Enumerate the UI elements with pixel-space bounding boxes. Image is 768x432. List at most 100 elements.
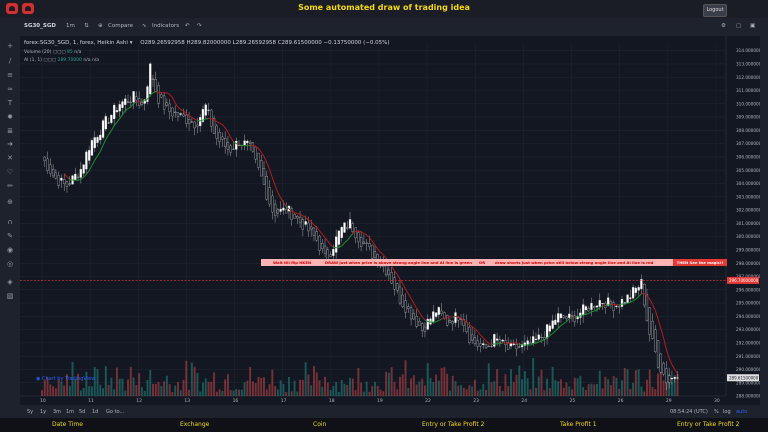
fib-icon[interactable]: ≣ <box>7 127 13 135</box>
undo-icon[interactable]: ↶ <box>185 23 190 29</box>
ai-line-segment <box>366 234 370 239</box>
crosshair-icon[interactable]: + <box>7 42 13 50</box>
snapshot-icon[interactable]: ▣ <box>750 23 756 29</box>
volume-bar <box>418 381 421 396</box>
candle <box>254 146 257 160</box>
date-tick-label: 16 <box>233 398 239 404</box>
range-5y[interactable]: 5y <box>27 409 34 415</box>
volume-bar <box>43 380 46 396</box>
settings-icon[interactable]: ⚙ <box>721 23 726 29</box>
tradingview-badge[interactable]: ◉ Chart by TradingView <box>36 376 95 382</box>
compare-button[interactable]: Compare <box>108 23 133 29</box>
bar-style-icon[interactable]: ⇅ <box>84 23 89 29</box>
symbol-search[interactable]: SG30_SGD <box>24 23 56 29</box>
interval-selector[interactable]: 1m <box>66 23 75 29</box>
ai-line-segment <box>263 156 268 163</box>
ai-line-segment <box>391 265 395 272</box>
volume-bar <box>523 371 526 396</box>
candle <box>249 141 252 144</box>
auto-toggle[interactable]: auto <box>736 409 748 415</box>
volume-bar <box>415 384 418 396</box>
chevron-down-icon[interactable]: ▾ <box>129 40 133 46</box>
ai-line-segment <box>86 170 90 175</box>
lock-icon[interactable]: ◉ <box>6 246 14 254</box>
trash-icon[interactable]: ▧ <box>6 292 14 300</box>
pattern-icon[interactable]: ✹ <box>7 113 13 121</box>
volume-bar <box>179 390 182 396</box>
volume-bar <box>60 381 63 396</box>
legend-controls-icon[interactable]: ▢▢▢ <box>43 58 57 63</box>
layers-icon[interactable]: ◈ <box>7 278 13 286</box>
clock[interactable]: 08:54:24 (UTC) <box>670 409 708 415</box>
volume-label[interactable]: Volume (20) <box>24 50 52 55</box>
tradingview-link[interactable]: Chart by TradingView <box>41 376 96 382</box>
candle <box>90 140 94 156</box>
logout-button[interactable]: Logout <box>703 4 727 17</box>
candle <box>570 315 574 317</box>
ai-line-segment <box>94 155 98 161</box>
ai-line-segment <box>652 304 656 311</box>
indicators-icon[interactable]: ∿ <box>142 23 147 29</box>
ai-line-segment <box>533 342 537 345</box>
ai-line-segment <box>299 213 304 217</box>
percent-toggle[interactable]: % <box>714 409 719 415</box>
range-1d[interactable]: 1d <box>92 409 99 415</box>
candle <box>88 150 91 161</box>
ai-line-segment <box>574 316 578 318</box>
arrow-icon[interactable]: ➜ <box>7 140 13 148</box>
ai-line-segment <box>605 304 609 307</box>
zoom-icon[interactable]: ⊕ <box>7 198 13 206</box>
candle <box>595 305 599 308</box>
volume-bar <box>451 375 454 396</box>
eraser-icon[interactable]: ✕ <box>7 154 13 162</box>
legend-controls-icon[interactable]: ▢▢▢ <box>52 50 66 55</box>
fullscreen-icon[interactable]: ▢ <box>736 23 742 29</box>
trendline-icon[interactable]: ∕ <box>8 57 12 65</box>
volume-bar <box>457 385 460 396</box>
volume-bar <box>193 366 196 396</box>
candle <box>512 343 515 345</box>
candle <box>484 344 488 349</box>
indicators-button[interactable]: Indicators <box>152 23 180 29</box>
range-1m[interactable]: 1m <box>66 409 75 415</box>
ai-line-segment <box>266 162 271 170</box>
volume-bar <box>165 375 168 396</box>
ai-line-segment <box>463 319 467 323</box>
range-3m[interactable]: 3m <box>53 409 62 415</box>
compare-icon[interactable]: ⊕ <box>98 23 103 29</box>
log-toggle[interactable]: log <box>723 409 731 415</box>
pencil-icon[interactable]: ✎ <box>7 232 13 240</box>
goto-date-button[interactable]: Go to... <box>106 409 125 415</box>
volume-bar <box>443 367 446 396</box>
brush-icon[interactable]: ≈ <box>7 85 13 93</box>
price-chart[interactable]: 314.000000 313.000000 312.000000 311.000000… <box>20 36 760 418</box>
magnet-icon[interactable]: ∩ <box>7 218 13 226</box>
candle <box>576 315 579 320</box>
candle <box>57 175 60 186</box>
eye-icon[interactable]: ◎ <box>6 260 14 268</box>
ai-line-segment <box>186 113 190 116</box>
ai-line-segment <box>236 143 240 146</box>
ai-line-segment <box>346 236 351 241</box>
ai-label[interactable]: AI (1, 1) <box>24 58 42 63</box>
candle <box>371 244 374 259</box>
channel-icon[interactable]: ≡ <box>7 71 13 79</box>
volume-bar <box>515 374 518 396</box>
volume-bar <box>590 383 593 396</box>
ai-line-segment <box>238 144 242 147</box>
ai-line-segment <box>624 302 628 305</box>
redo-icon[interactable]: ↷ <box>197 23 202 29</box>
volume-bar <box>426 363 429 396</box>
range-1y[interactable]: 1y <box>40 409 47 415</box>
legend-symbol[interactable]: forex:SG30_SGD, 1, forex, Heikin Ashi <box>24 40 128 46</box>
candle <box>251 142 255 152</box>
candle <box>434 312 438 317</box>
candle <box>509 343 513 347</box>
heart-icon[interactable]: ♡ <box>6 168 14 176</box>
candle <box>523 342 526 346</box>
text-icon[interactable]: T <box>7 99 13 107</box>
ai-line-segment <box>630 300 634 303</box>
candle <box>568 313 571 318</box>
ruler-icon[interactable]: ✏ <box>7 182 13 190</box>
range-5d[interactable]: 5d <box>79 409 86 415</box>
